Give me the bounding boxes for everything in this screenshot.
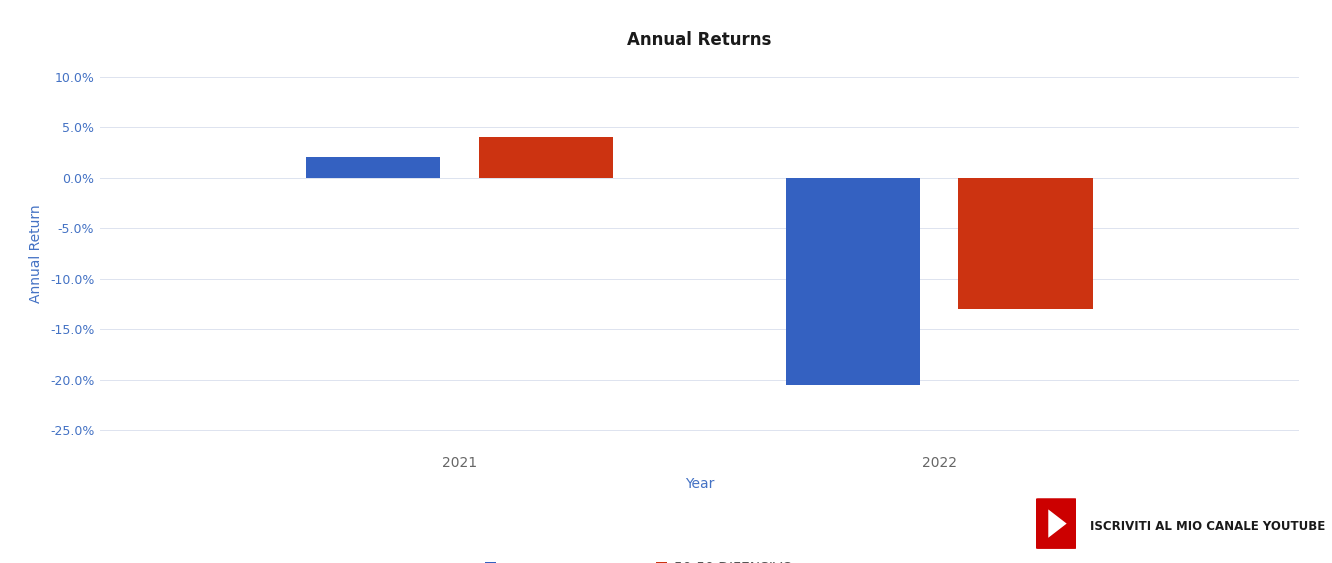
Legend: 50-50 EQUILIBRATO, 50-50 DIFENSIVO: 50-50 EQUILIBRATO, 50-50 DIFENSIVO	[480, 556, 799, 563]
Text: ISCRIVITI AL MIO CANALE YOUTUBE: ISCRIVITI AL MIO CANALE YOUTUBE	[1090, 520, 1325, 533]
Bar	[478, 137, 613, 177]
Bar	[306, 157, 441, 177]
X-axis label: Year: Year	[685, 477, 714, 491]
Y-axis label: Annual Return: Annual Return	[29, 204, 43, 303]
FancyBboxPatch shape	[1034, 498, 1079, 549]
Title: Annual Returns: Annual Returns	[627, 31, 771, 49]
Bar	[958, 177, 1092, 309]
Bar	[786, 177, 920, 385]
Polygon shape	[1048, 510, 1067, 538]
